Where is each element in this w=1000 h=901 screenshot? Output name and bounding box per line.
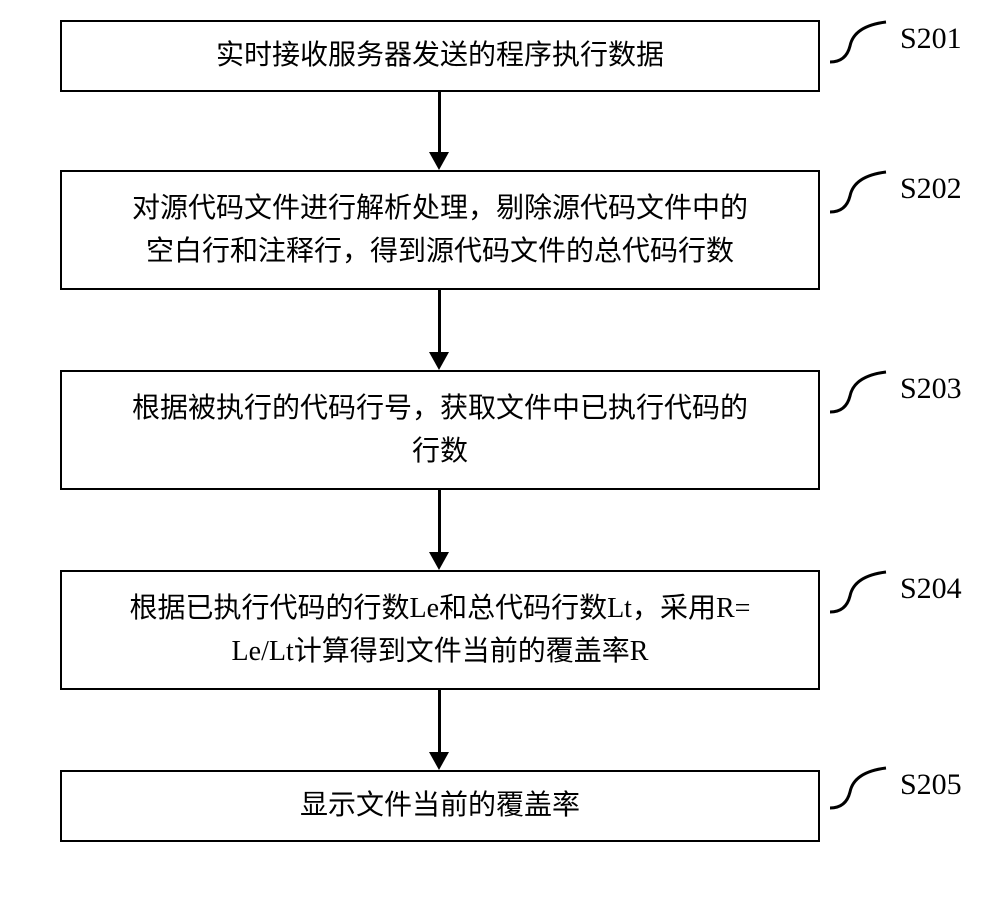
arrow-head-icon — [429, 152, 449, 170]
arrow-line — [438, 92, 441, 152]
step-text: 对源代码文件进行解析处理，剔除源代码文件中的 空白行和注释行，得到源代码文件的总… — [132, 187, 748, 274]
arrow-head-icon — [429, 352, 449, 370]
step-label: S204 — [900, 572, 962, 606]
arrow-line — [438, 290, 441, 352]
arrow-head-icon — [429, 552, 449, 570]
step-label: S203 — [900, 372, 962, 406]
step-text: 根据已执行代码的行数Le和总代码行数Lt，采用R= Le/Lt计算得到文件当前的… — [130, 587, 751, 674]
step-box-s202: 对源代码文件进行解析处理，剔除源代码文件中的 空白行和注释行，得到源代码文件的总… — [60, 170, 820, 290]
step-box-s201: 实时接收服务器发送的程序执行数据 — [60, 20, 820, 92]
step-text: 实时接收服务器发送的程序执行数据 — [216, 34, 664, 77]
step-box-s204: 根据已执行代码的行数Le和总代码行数Lt，采用R= Le/Lt计算得到文件当前的… — [60, 570, 820, 690]
step-text: 根据被执行的代码行号，获取文件中已执行代码的 行数 — [132, 387, 748, 474]
arrow-line — [438, 690, 441, 752]
brace-icon — [828, 566, 888, 614]
arrow-line — [438, 490, 441, 552]
step-box-s205: 显示文件当前的覆盖率 — [60, 770, 820, 842]
brace-icon — [828, 762, 888, 810]
step-box-s203: 根据被执行的代码行号，获取文件中已执行代码的 行数 — [60, 370, 820, 490]
step-label: S202 — [900, 172, 962, 206]
arrow-head-icon — [429, 752, 449, 770]
brace-icon — [828, 166, 888, 214]
step-label: S201 — [900, 22, 962, 56]
brace-icon — [828, 16, 888, 64]
step-text: 显示文件当前的覆盖率 — [300, 784, 580, 827]
brace-icon — [828, 366, 888, 414]
step-label: S205 — [900, 768, 962, 802]
flowchart-canvas: 实时接收服务器发送的程序执行数据 S201 对源代码文件进行解析处理，剔除源代码… — [0, 0, 1000, 901]
